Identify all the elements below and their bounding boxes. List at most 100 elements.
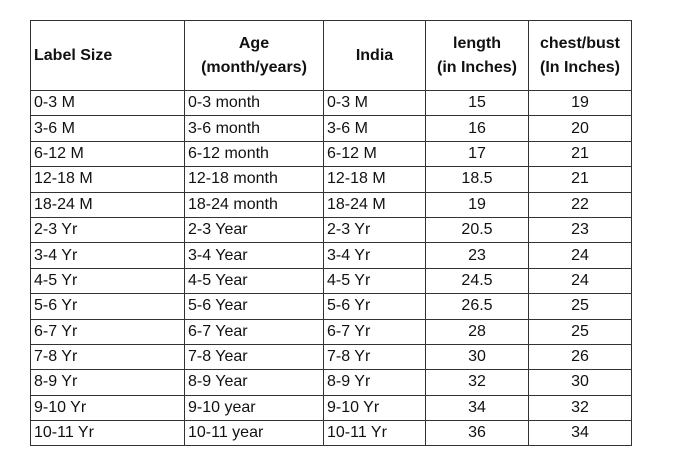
table-cell: 15 (425, 89, 529, 117)
table-cell: 3-6 M (30, 115, 185, 142)
table-cell: 8-9 Year (184, 369, 324, 396)
table-cell: 4-5 Year (184, 267, 324, 295)
table-cell: 6-7 Year (184, 318, 324, 345)
table-cell: 23 (425, 242, 529, 269)
table-row: 4-5 Yr 4-5 Year 4-5 Yr 24.5 24 (30, 267, 632, 295)
table-row: 3-4 Yr 3-4 Year 3-4 Yr 23 24 (30, 242, 632, 269)
table-cell: 32 (425, 369, 529, 396)
table-cell: 3-4 Year (184, 242, 324, 269)
table-cell: 10-11 Yr (30, 420, 185, 447)
table-cell: 24.5 (425, 267, 529, 295)
table-cell: 20 (528, 115, 632, 142)
table-cell: 18.5 (425, 166, 529, 193)
table-row: 10-11 Yr 10-11 year 10-11 Yr 36 34 (30, 420, 632, 447)
header-cell: Label Size (30, 20, 185, 91)
table-cell: 34 (425, 394, 529, 422)
table-cell: 26.5 (425, 293, 529, 320)
table-row: 18-24 M 18-24 month 18-24 M 19 22 (30, 191, 632, 218)
table-cell: 12-18 M (323, 166, 426, 193)
table-cell: 3-6 M (323, 115, 426, 142)
table-cell: 10-11 Yr (323, 420, 426, 447)
table-row: 3-6 M 3-6 month 3-6 M 16 20 (30, 115, 632, 142)
table-cell: 18-24 M (323, 191, 426, 218)
table-cell: 2-3 Yr (323, 216, 426, 244)
table-cell: 10-11 year (184, 420, 324, 447)
table-cell: 17 (425, 140, 529, 168)
table-cell: 8-9 Yr (30, 369, 185, 396)
header-text: Label Size (34, 46, 113, 64)
table-row: 12-18 M 12-18 month 12-18 M 18.5 21 (30, 166, 632, 193)
header-text: length (453, 34, 501, 52)
table-cell: 3-6 month (184, 115, 324, 142)
table-cell: 30 (425, 343, 529, 371)
table-cell: 4-5 Yr (30, 267, 185, 295)
table-cell: 8-9 Yr (323, 369, 426, 396)
header-text: Age (238, 34, 270, 52)
table-cell: 18-24 month (184, 191, 324, 218)
table-cell: 4-5 Yr (323, 267, 426, 295)
table-row: 6-7 Yr 6-7 Year 6-7 Yr 28 25 (30, 318, 632, 345)
table-cell: 6-7 Yr (30, 318, 185, 345)
table-cell: 3-4 Yr (323, 242, 426, 269)
table-cell: 5-6 Yr (30, 293, 185, 320)
table-cell: 25 (528, 318, 632, 345)
table-cell: 2-3 Year (184, 216, 324, 244)
table-row: 7-8 Yr 7-8 Year 7-8 Yr 30 26 (30, 343, 632, 371)
table-cell: 36 (425, 420, 529, 447)
table-cell: 5-6 Year (184, 293, 324, 320)
table-cell: 24 (528, 242, 632, 269)
table-cell: 0-3 month (184, 89, 324, 117)
table-cell: 9-10 Yr (323, 394, 426, 422)
header-cell: India (323, 20, 426, 91)
table-body: 0-3 M 0-3 month 0-3 M 15 19 3-6 M 3-6 month 3-6… (30, 89, 632, 447)
table-row: 0-3 M 0-3 month 0-3 M 15 19 (30, 89, 632, 117)
size-table: Label Size Age (month/years) India length (in… (30, 20, 632, 447)
table-cell: 7-8 Yr (323, 343, 426, 371)
table-cell: 12-18 month (184, 166, 324, 193)
table-cell: 19 (528, 89, 632, 117)
table-cell: 6-12 month (184, 140, 324, 168)
table-cell: 32 (528, 394, 632, 422)
table-row: 5-6 Yr 5-6 Year 5-6 Yr 26.5 25 (30, 293, 632, 320)
table-row: 8-9 Yr 8-9 Year 8-9 Yr 32 30 (30, 369, 632, 396)
header-row: Label Size Age (month/years) India length (in… (30, 20, 632, 91)
table-cell: 25 (528, 293, 632, 320)
header-cell: length (in Inches) (425, 20, 529, 91)
table-cell: 24 (528, 267, 632, 295)
table-cell: 3-4 Yr (30, 242, 185, 269)
table-cell: 26 (528, 343, 632, 371)
table-cell: 22 (528, 191, 632, 218)
table-cell: 0-3 M (323, 89, 426, 117)
header-text: chest/bust (539, 34, 620, 52)
table-cell: 16 (425, 115, 529, 142)
header-text: (in Inches) (436, 58, 517, 76)
table-row: 6-12 M 6-12 month 6-12 M 17 21 (30, 140, 632, 168)
table-row: 2-3 Yr 2-3 Year 2-3 Yr 20.5 23 (30, 216, 632, 244)
table-cell: 6-12 M (30, 140, 185, 168)
table-cell: 30 (528, 369, 632, 396)
header-cell: Age (month/years) (184, 20, 324, 91)
table-cell: 7-8 Year (184, 343, 324, 371)
table-cell: 28 (425, 318, 529, 345)
table-cell: 6-7 Yr (323, 318, 426, 345)
table-cell: 21 (528, 140, 632, 168)
table-cell: 23 (528, 216, 632, 244)
table-cell: 0-3 M (30, 89, 185, 117)
table-cell: 34 (528, 420, 632, 447)
table-cell: 5-6 Yr (323, 293, 426, 320)
table-row: 9-10 Yr 9-10 year 9-10 Yr 34 32 (30, 394, 632, 422)
table-cell: 12-18 M (30, 166, 185, 193)
table-cell: 9-10 year (184, 394, 324, 422)
table-cell: 21 (528, 166, 632, 193)
table-cell: 2-3 Yr (30, 216, 185, 244)
header-text: (month/years) (201, 58, 307, 76)
header-cell: chest/bust (In Inches) (528, 20, 632, 91)
table-cell: 6-12 M (323, 140, 426, 168)
header-text: (In Inches) (539, 58, 620, 76)
header-text: India (355, 46, 394, 64)
table-cell: 9-10 Yr (30, 394, 185, 422)
table-cell: 19 (425, 191, 529, 218)
table-cell: 7-8 Yr (30, 343, 185, 371)
table-cell: 18-24 M (30, 191, 185, 218)
